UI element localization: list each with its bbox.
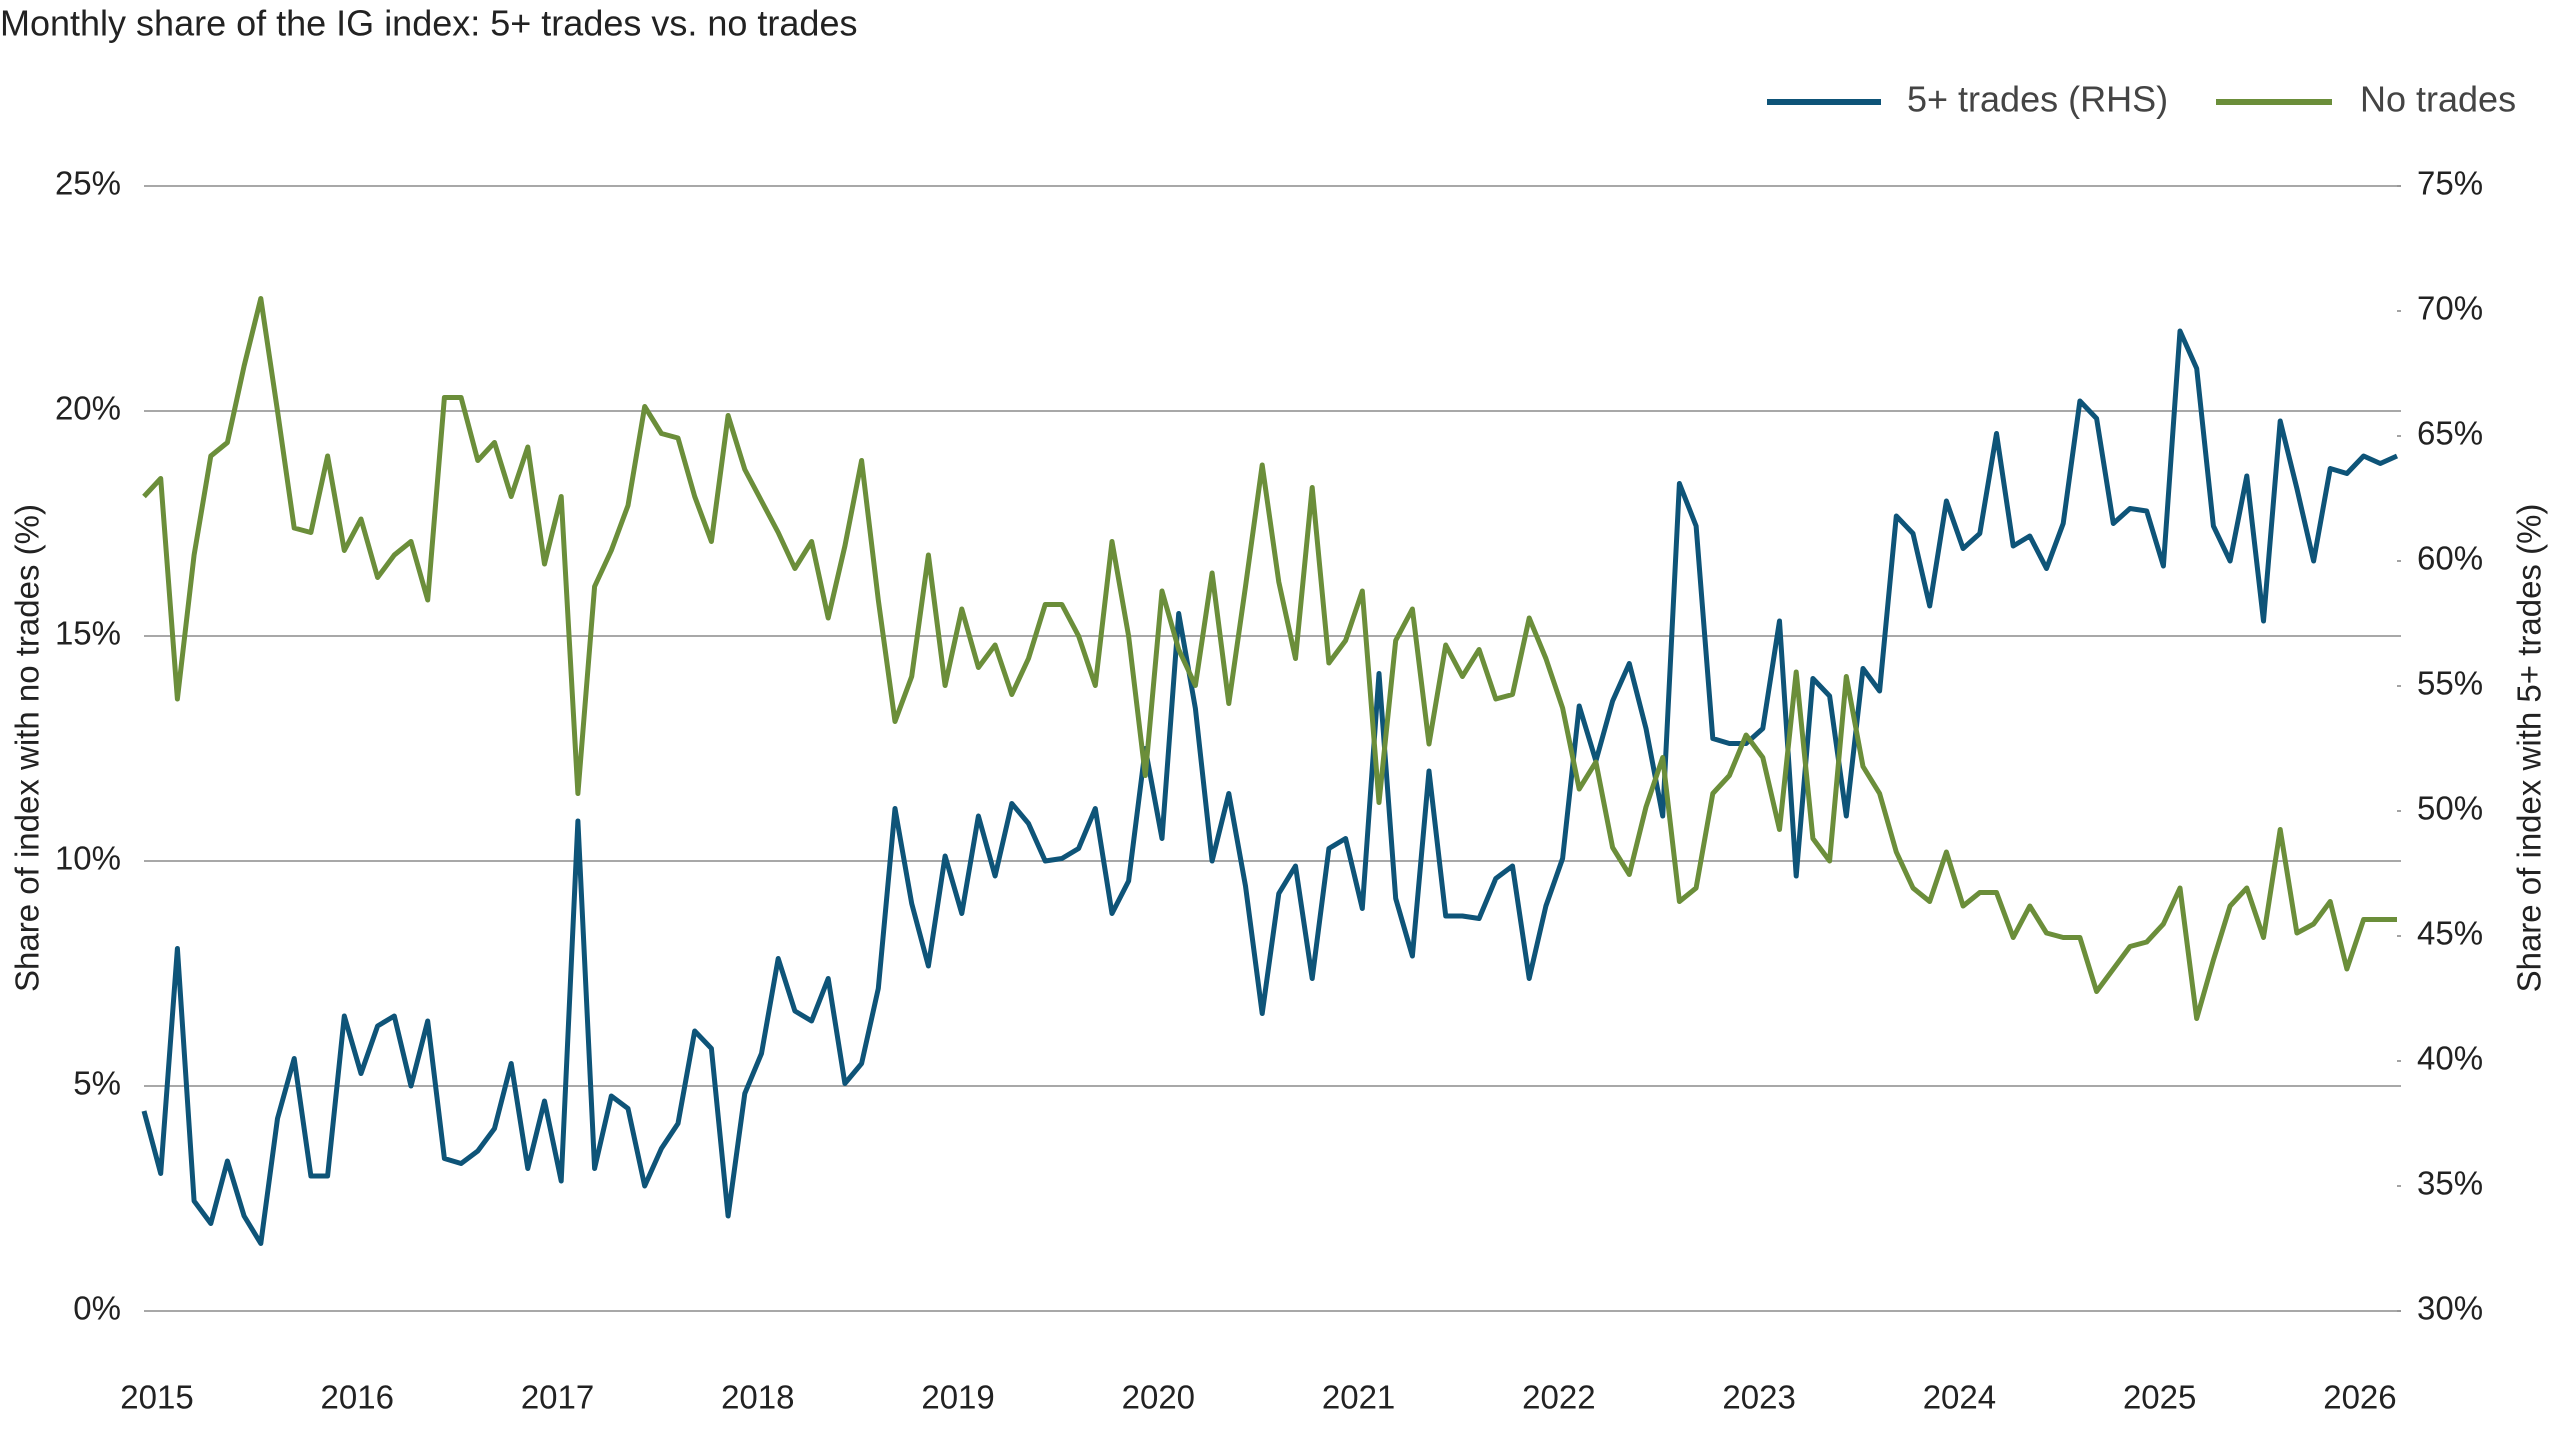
- y2-tick-label: 35%: [2417, 1165, 2483, 1202]
- y2-tick-label: 50%: [2417, 790, 2483, 827]
- y2-tick-label: 30%: [2417, 1290, 2483, 1327]
- x-tick-label: 2022: [1522, 1379, 1595, 1416]
- y2-tick-label: 70%: [2417, 290, 2483, 327]
- chart-title: Monthly share of the IG index: 5+ trades…: [0, 3, 857, 44]
- x-tick-label: 2026: [2323, 1379, 2396, 1416]
- series-line: [141, 328, 2399, 1246]
- x-tick-label: 2019: [921, 1379, 994, 1416]
- y2-axis-label: Share of index with 5+ trades (%): [2511, 504, 2548, 993]
- y-tick-label: 20%: [55, 390, 121, 427]
- y2-tick-label: 55%: [2417, 665, 2483, 702]
- x-tick-label: 2020: [1122, 1379, 1195, 1416]
- x-tick-label: 2015: [120, 1379, 193, 1416]
- legend-label: No trades: [2360, 79, 2516, 120]
- legend-label: 5+ trades (RHS): [1907, 79, 2168, 120]
- x-tick-label: 2024: [1923, 1379, 1996, 1416]
- y-tick-label: 5%: [73, 1065, 121, 1102]
- y-tick-label: 15%: [55, 615, 121, 652]
- y2-tick-label: 65%: [2417, 415, 2483, 452]
- y-axis-label: Share of index with no trades (%): [9, 504, 46, 992]
- y2-tick-label: 60%: [2417, 540, 2483, 577]
- y2-tick-label: 40%: [2417, 1040, 2483, 1077]
- x-tick-label: 2017: [521, 1379, 594, 1416]
- y2-tick-label: 45%: [2417, 915, 2483, 952]
- y-tick-label: 10%: [55, 840, 121, 877]
- y-tick-label: 25%: [55, 165, 121, 202]
- x-tick-label: 2021: [1322, 1379, 1395, 1416]
- x-tick-label: 2016: [321, 1379, 394, 1416]
- y-tick-label: 0%: [73, 1290, 121, 1327]
- x-tick-label: 2025: [2123, 1379, 2196, 1416]
- x-tick-label: 2018: [721, 1379, 794, 1416]
- series-line: [142, 296, 2397, 1021]
- x-tick-label: 2023: [1722, 1379, 1795, 1416]
- y2-tick-label: 75%: [2417, 165, 2483, 202]
